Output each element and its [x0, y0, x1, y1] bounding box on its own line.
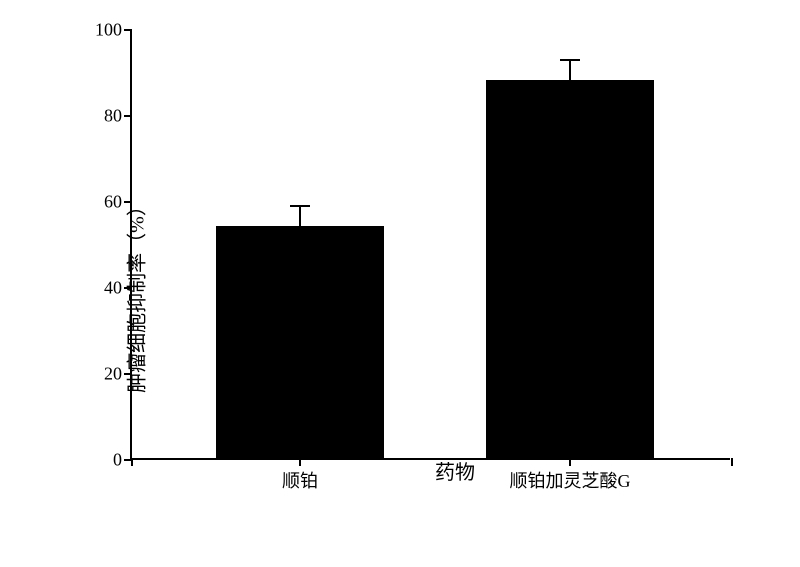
bar [216, 226, 384, 458]
y-tick-label: 0 [87, 450, 122, 471]
y-tick [124, 287, 132, 289]
x-tick [299, 458, 301, 466]
y-tick-label: 20 [87, 364, 122, 385]
plot-area: 020406080100顺铂顺铂加灵芝酸G [130, 30, 730, 460]
y-tick-label: 60 [87, 192, 122, 213]
x-tick [569, 458, 571, 466]
x-tick-label: 顺铂加灵芝酸G [510, 467, 631, 493]
x-tick [731, 458, 733, 466]
y-tick [124, 115, 132, 117]
bar [486, 80, 654, 458]
y-tick [124, 29, 132, 31]
y-tick-label: 100 [87, 20, 122, 41]
y-tick-label: 80 [87, 106, 122, 127]
y-tick [124, 201, 132, 203]
y-tick-label: 40 [87, 278, 122, 299]
error-cap [560, 59, 580, 61]
x-tick [131, 458, 133, 466]
error-bar [569, 60, 571, 82]
x-tick-label: 顺铂 [282, 467, 318, 493]
x-axis-label: 药物 [435, 456, 475, 485]
chart-container: 肿瘤细胞抑制率（%） 020406080100顺铂顺铂加灵芝酸G 药物 [100, 30, 750, 500]
error-cap [290, 205, 310, 207]
error-bar [299, 206, 301, 228]
y-tick [124, 373, 132, 375]
